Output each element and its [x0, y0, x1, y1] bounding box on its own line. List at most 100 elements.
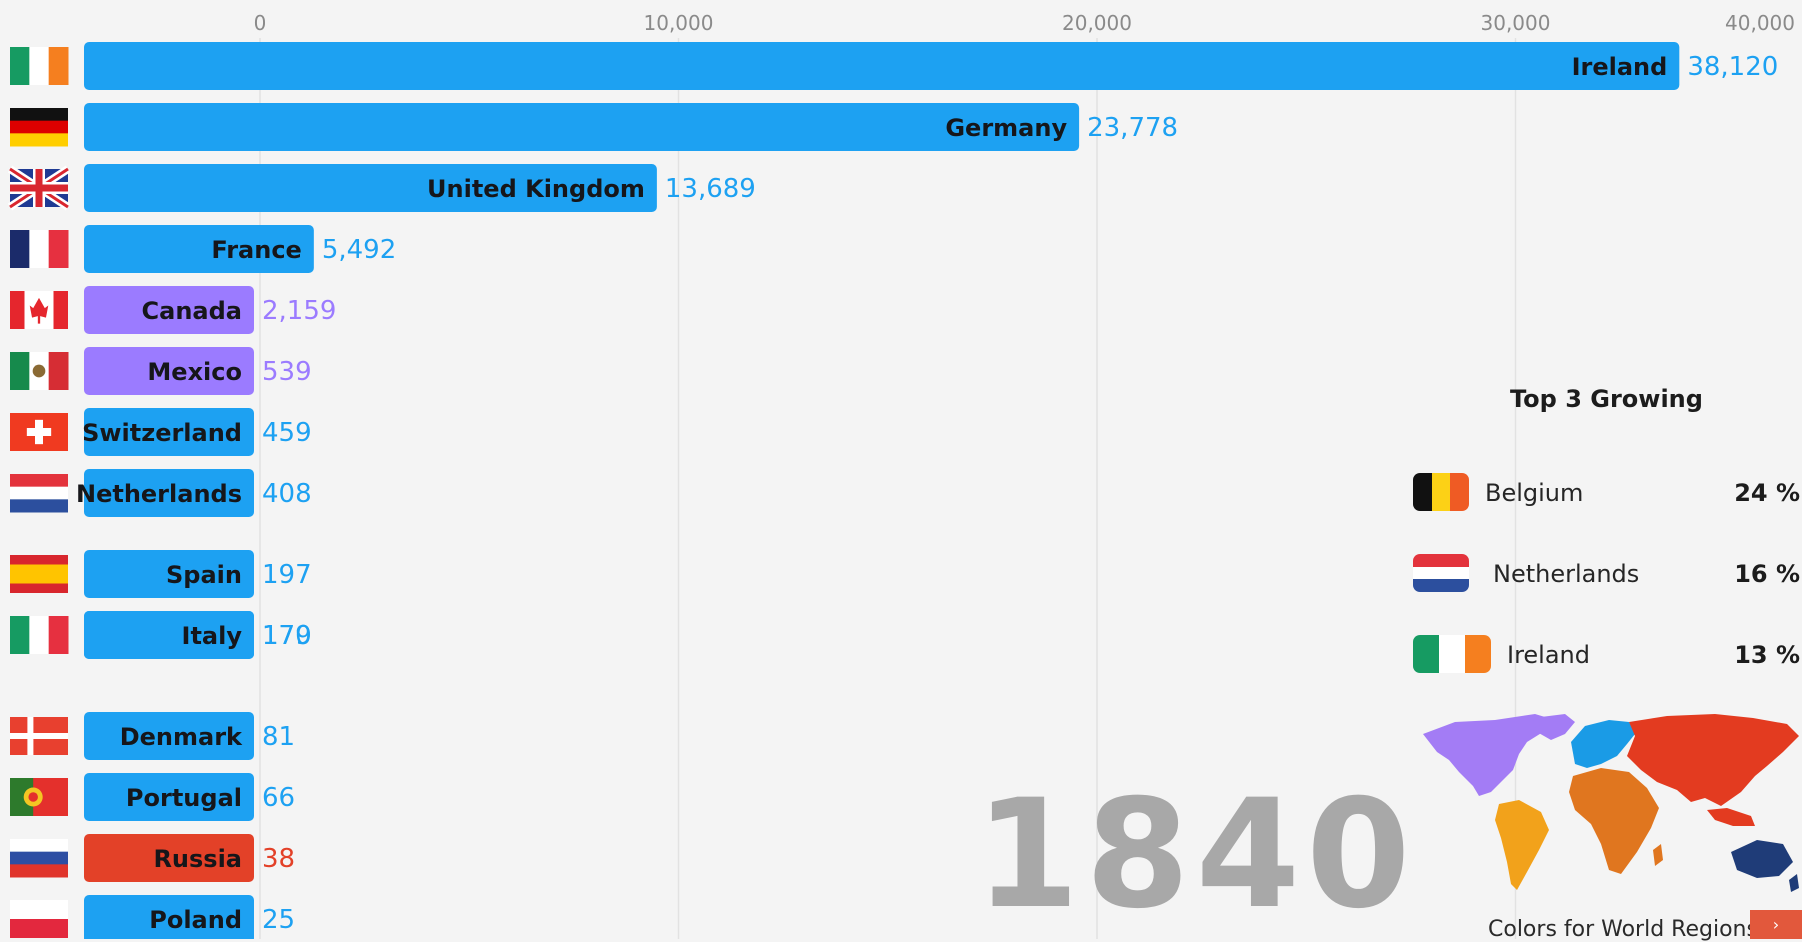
bar: [84, 42, 1680, 90]
top-growing-percent: 16 %: [1734, 560, 1800, 588]
bar: [84, 164, 657, 212]
value-label: 408: [262, 479, 312, 509]
value-label: 38,120: [1687, 52, 1778, 82]
bar-label: United Kingdom: [427, 175, 645, 203]
italy-flag-icon: [10, 616, 69, 654]
bar: [84, 469, 254, 517]
bar-label: Poland: [149, 906, 242, 934]
value-label: 23,778: [1087, 113, 1178, 143]
russia-flag-icon: [10, 839, 68, 878]
madagascar-region: [1653, 844, 1663, 866]
value-label: 539: [262, 357, 312, 387]
bar-row-ireland: Ireland 38,120: [10, 42, 1778, 90]
x-tick-label: 20,000: [1062, 11, 1132, 35]
bar: [84, 895, 254, 939]
value-label: 459: [262, 418, 312, 448]
asia-region: [1627, 714, 1799, 806]
united-kingdom-flag-icon: [7, 165, 71, 211]
top-growing-name: Ireland: [1507, 641, 1591, 669]
x-tick-label: 30,000: [1481, 11, 1551, 35]
north-america-region: [1423, 714, 1555, 796]
ireland-flag-icon: [10, 47, 69, 85]
bar: [84, 550, 254, 598]
bar: [84, 103, 1080, 151]
world-regions-map: [1423, 714, 1799, 892]
top-growing-title: Top 3 Growing: [1510, 385, 1703, 413]
grid-lines: [259, 38, 1517, 939]
value-label: 13,689: [665, 174, 756, 204]
ireland-flag-icon: [1413, 635, 1491, 673]
value-label: 197: [262, 560, 312, 590]
africa-region: [1569, 768, 1659, 874]
bar: [84, 712, 254, 760]
bar-row-france: France 5,492: [10, 225, 396, 273]
bar-label: Portugal: [126, 784, 242, 812]
x-tick-label: 40,000: [1725, 11, 1795, 35]
value-label: 25: [262, 905, 295, 935]
top-growing-name: Belgium: [1485, 479, 1584, 507]
spain-flag-icon: [10, 555, 68, 593]
france-flag-icon: [10, 230, 69, 268]
top-growing-percent: 13 %: [1734, 641, 1800, 669]
bar-row-italy: Italy 179: [10, 611, 312, 659]
bar: [84, 611, 254, 659]
bar-row-poland: Poland 25: [10, 895, 295, 939]
bar-row-canada: Canada 2,159: [10, 286, 336, 334]
bar-row-mexico: Mexico 539: [10, 347, 312, 395]
bar-label: Germany: [945, 114, 1067, 142]
value-label: 170: [262, 621, 312, 651]
belgium-flag-icon: [1413, 473, 1469, 511]
bar-row-russia: Russia 38: [10, 834, 295, 882]
bar: [84, 408, 254, 456]
year-label: 1840: [975, 768, 1417, 942]
bar-label: Mexico: [147, 358, 242, 386]
top-growing-item: Netherlands 16 %: [1405, 554, 1800, 594]
bar-label: France: [211, 236, 301, 264]
bar: [84, 225, 314, 273]
top-growing-percent: 24 %: [1734, 479, 1800, 507]
top-growing-item: Belgium 24 %: [1405, 473, 1800, 513]
greenland-region: [1533, 714, 1575, 740]
value-label: 2,159: [262, 296, 336, 326]
oceania-region: [1731, 840, 1793, 878]
bar-label: Italy: [182, 622, 243, 650]
value-label: 38: [262, 844, 295, 874]
top-growing-item: Ireland 13 %: [1405, 635, 1800, 675]
canada-flag-icon: [10, 291, 68, 329]
bar-row-portugal: Portugal 66: [10, 773, 295, 821]
bar-label: Ireland: [1572, 53, 1668, 81]
value-label: 5,492: [322, 235, 396, 265]
bars: Ireland 38,120 Germany 23,778 United Kingdom…: [7, 42, 1778, 939]
bar-label: Canada: [142, 297, 242, 325]
value-label: 81: [262, 722, 295, 752]
top-growing-name: Netherlands: [1493, 560, 1640, 588]
bar-label: Netherlands: [76, 480, 242, 508]
value-label: 66: [262, 783, 295, 813]
bar-row-denmark: Denmark 81: [10, 712, 295, 760]
value-label: 179: [262, 621, 312, 651]
netherlands-flag-icon: [10, 474, 68, 513]
switzerland-flag-icon: [10, 413, 68, 451]
x-axis-ticks: 0 10,000 20,000 30,000 40,000: [254, 11, 1795, 35]
bar: [84, 834, 254, 882]
southeast-asia-region: [1707, 808, 1755, 826]
bar-label: Denmark: [120, 723, 243, 751]
bar-label: Spain: [166, 561, 242, 589]
bar: [84, 347, 254, 395]
x-tick-label: 10,000: [644, 11, 714, 35]
x-tick-label: 0: [254, 11, 267, 35]
bar-label: Russia: [153, 845, 242, 873]
netherlands-flag-icon: [1413, 554, 1469, 592]
denmark-flag-icon: [10, 717, 68, 755]
bar-row-switzerland: Switzerland 459: [10, 408, 312, 456]
bar-row-germany: Germany 23,778: [10, 103, 1178, 151]
bar-row-netherlands: Netherlands 408: [10, 469, 312, 517]
europe-region: [1571, 720, 1635, 768]
bar-row-united-kingdom: United Kingdom 13,689: [7, 164, 756, 212]
map-caption: Colors for World Regions: [1488, 917, 1758, 942]
new-zealand-region: [1789, 874, 1799, 892]
portugal-flag-icon: [10, 778, 68, 816]
bar-row-spain: Spain 197: [10, 550, 312, 598]
germany-flag-icon: [10, 108, 68, 147]
